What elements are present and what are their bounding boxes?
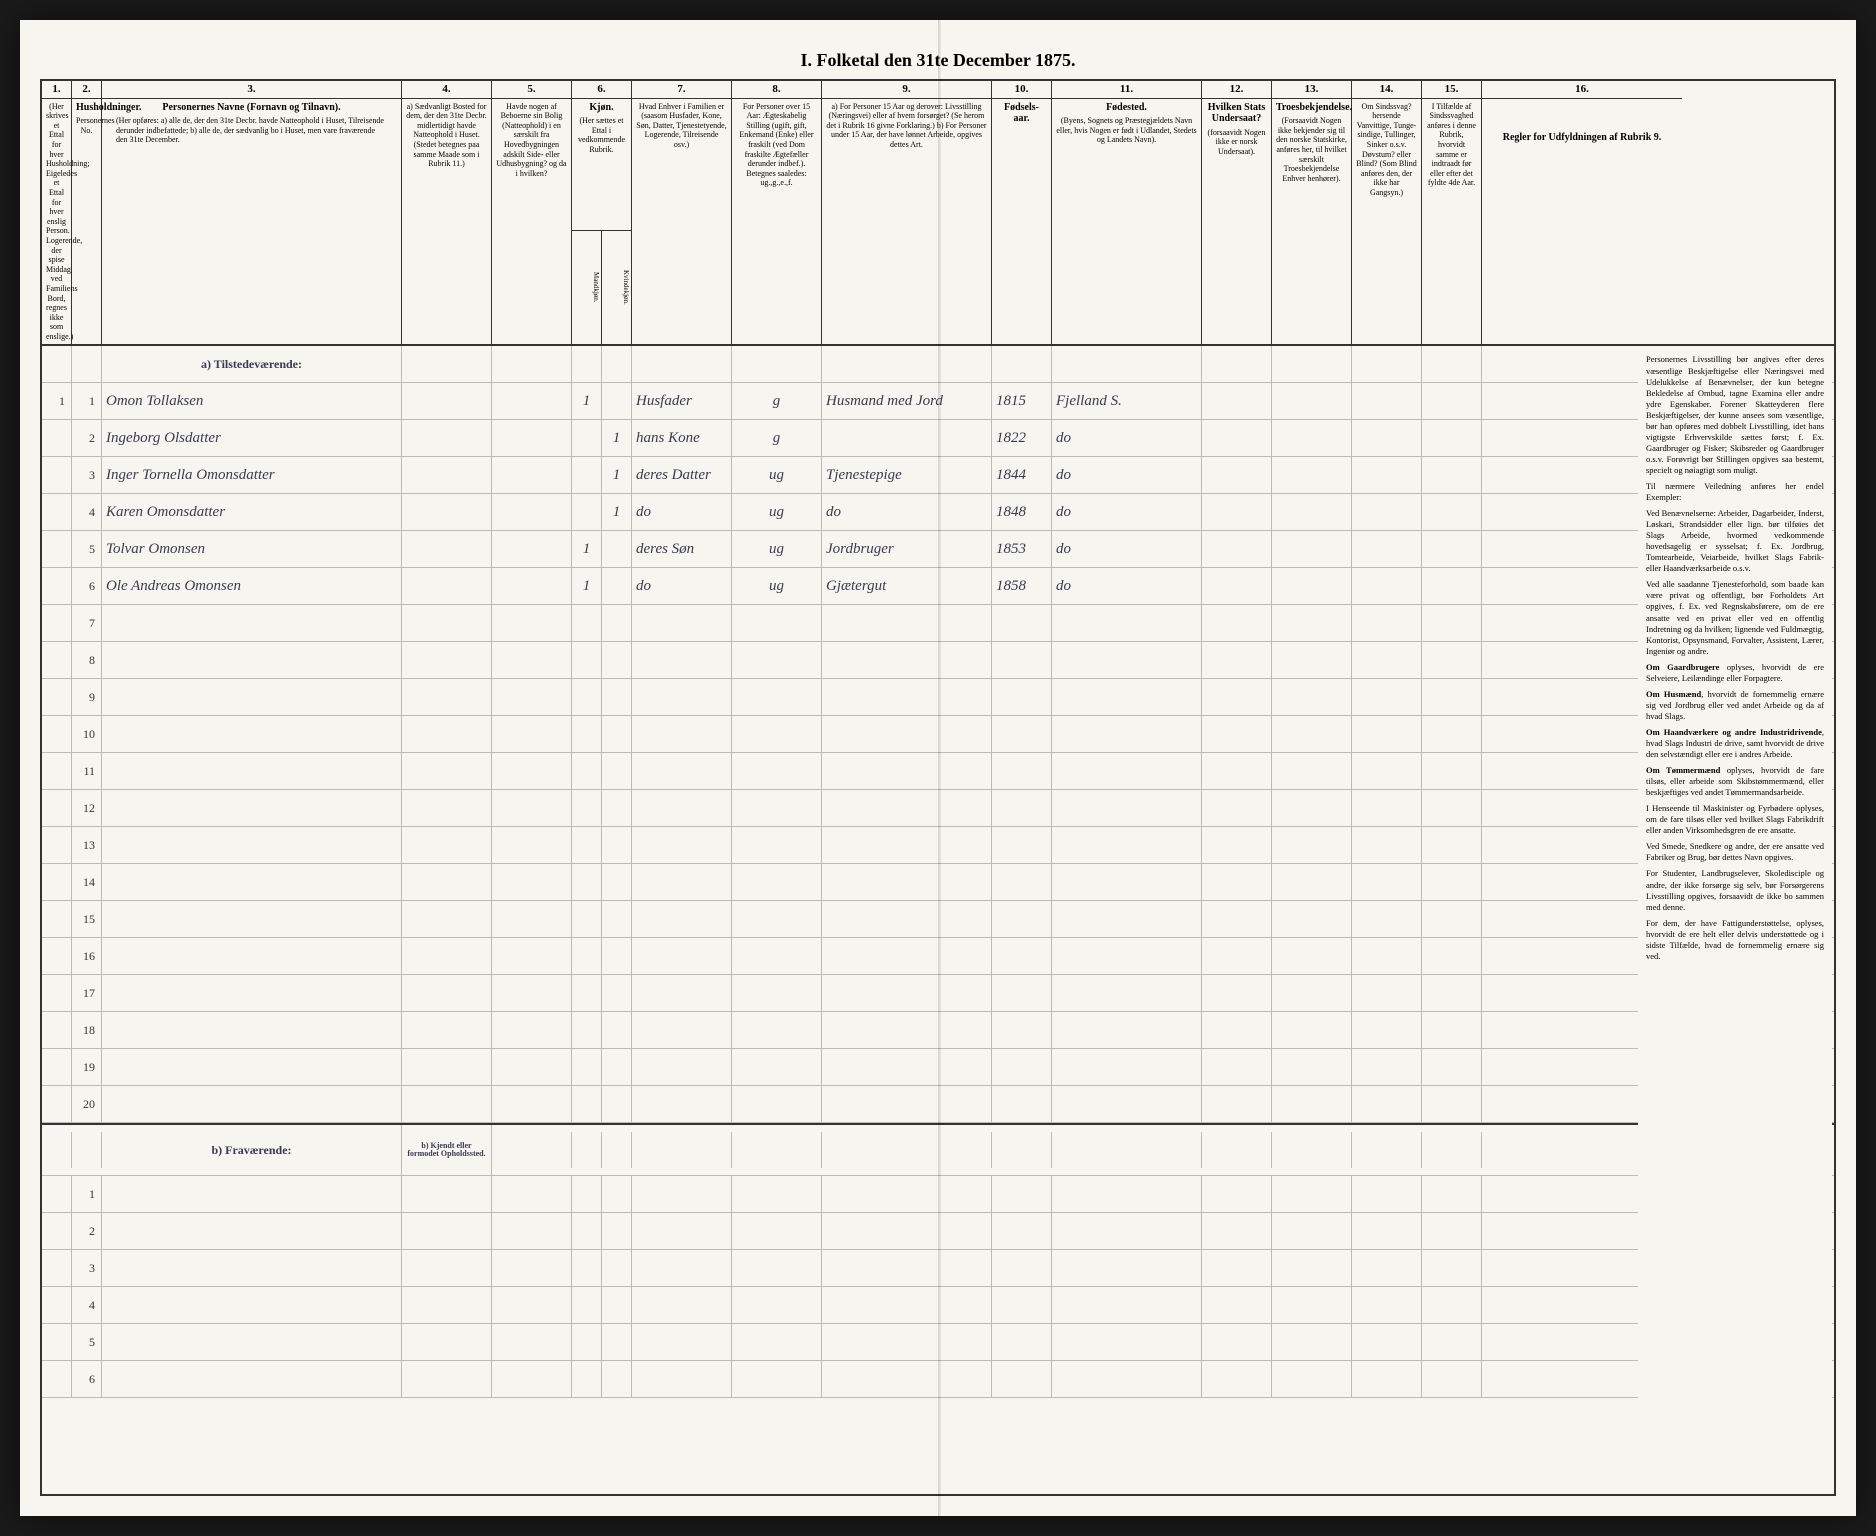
instructions-text: Personernes Livsstilling bør angives eft…: [1638, 348, 1832, 1492]
col-5-header: 5. Havde nogen af Beboerne sin Bolig (Na…: [492, 81, 572, 344]
register-table: 1. (Her skrives et Ettal for hver Hushol…: [40, 79, 1836, 1496]
col-10-header: 10. Fødsels-aar.: [992, 81, 1052, 344]
col-7-header: 7. Hvad Enhver i Familien er (saasom Hus…: [632, 81, 732, 344]
col-2-header: 2. Husholdninger. Personernes No.: [72, 81, 102, 344]
section-b-label-row: b) Fraværende: b) Kjendt eller formodet …: [42, 1123, 1834, 1176]
col-6-header: 6. Kjøn. (Her sættes et Ettal i vedkomme…: [572, 81, 632, 344]
table-row: 2: [42, 1213, 1834, 1250]
table-row: 4 Karen Omonsdatter 1 do ug do 1848 do: [42, 494, 1834, 531]
table-row: 5 Tolvar Omonsen 1 deres Søn ug Jordbrug…: [42, 531, 1834, 568]
table-row: 19: [42, 1049, 1834, 1086]
table-row: 3 Inger Tornella Omonsdatter 1 deres Dat…: [42, 457, 1834, 494]
col-4-header: 4. a) Sædvanligt Bosted for dem, der den…: [402, 81, 492, 344]
census-page: I. Folketal den 31te December 1875. 1. (…: [20, 20, 1856, 1516]
table-row: 6 Ole Andreas Omonsen 1 do ug Gjætergut …: [42, 568, 1834, 605]
section-a-label-row: a) Tilstedeværende:: [42, 346, 1834, 383]
table-row: 2 Ingeborg Olsdatter 1 hans Kone g 1822 …: [42, 420, 1834, 457]
table-row: 10: [42, 716, 1834, 753]
table-row: 11: [42, 753, 1834, 790]
rows-b-empty: b) Fraværende: b) Kjendt eller formodet …: [42, 1123, 1834, 1398]
table-row: 7: [42, 605, 1834, 642]
table-row: 13: [42, 827, 1834, 864]
table-row: 20: [42, 1086, 1834, 1123]
table-row: 6: [42, 1361, 1834, 1398]
table-row: 15: [42, 901, 1834, 938]
table-row: 4: [42, 1287, 1834, 1324]
table-row: 3: [42, 1250, 1834, 1287]
col-15-header: 15. I Tilfælde af Sindssvaghed anføres i…: [1422, 81, 1482, 344]
table-row: 18: [42, 1012, 1834, 1049]
col-8-header: 8. For Personer over 15 Aar: Ægteskabeli…: [732, 81, 822, 344]
main-table-area: 1. (Her skrives et Ettal for hver Hushol…: [42, 81, 1834, 1494]
col-11-header: 11. Fødested. (Byens, Sognets og Præsteg…: [1052, 81, 1202, 344]
col-3-header: 3. Personernes Navne (Fornavn og Tilnavn…: [102, 81, 402, 344]
table-row: 8: [42, 642, 1834, 679]
col-13-header: 13. Troesbekjendelse. (Forsaavidt Nogen …: [1272, 81, 1352, 344]
table-row: 5: [42, 1324, 1834, 1361]
table-row: 1: [42, 1176, 1834, 1213]
rows-a-container: a) Tilstedeværende: 1 1 Omon Tollaksen 1…: [42, 346, 1834, 605]
header-row: 1. (Her skrives et Ettal for hver Hushol…: [42, 81, 1834, 346]
body-area: a) Tilstedeværende: 1 1 Omon Tollaksen 1…: [42, 346, 1834, 1494]
col-1-header: 1. (Her skrives et Ettal for hver Hushol…: [42, 81, 72, 344]
table-row: 12: [42, 790, 1834, 827]
col-12-header: 12. Hvilken Stats Undersaat? (forsaavidt…: [1202, 81, 1272, 344]
col-16-header: 16. Regler for Udfyldningen af Rubrik 9.: [1482, 81, 1682, 344]
table-row: 14: [42, 864, 1834, 901]
rows-a-empty: 7 8 9 10 11: [42, 605, 1834, 1123]
table-row: 9: [42, 679, 1834, 716]
page-title: I. Folketal den 31te December 1875.: [40, 50, 1836, 71]
col-14-header: 14. Om Sindssvag? hersende Vanvittige, T…: [1352, 81, 1422, 344]
table-row: 16: [42, 938, 1834, 975]
col-9-header: 9. a) For Personer 15 Aar og derover: Li…: [822, 81, 992, 344]
table-row: 17: [42, 975, 1834, 1012]
table-row: 1 1 Omon Tollaksen 1 Husfader g Husmand …: [42, 383, 1834, 420]
